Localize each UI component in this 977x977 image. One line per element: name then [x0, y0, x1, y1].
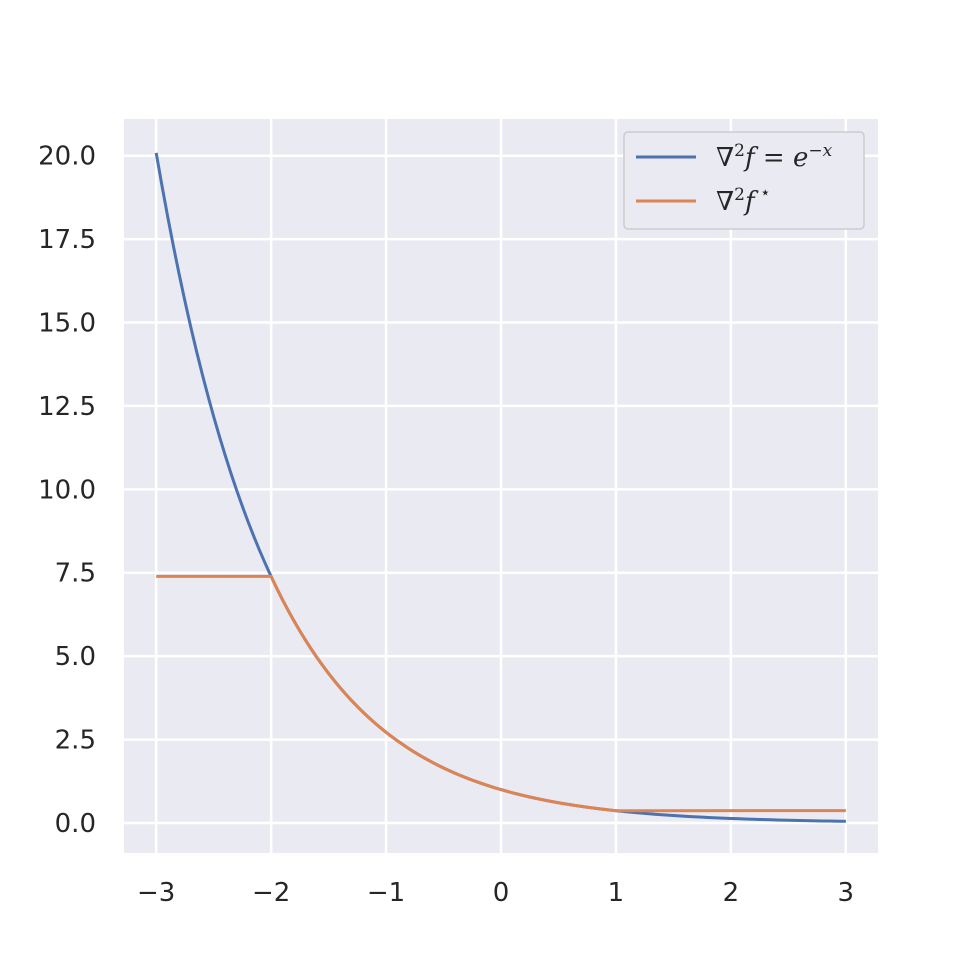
y-tick-label: 20.0	[38, 142, 96, 172]
y-tick-label: 0.0	[55, 809, 96, 839]
y-tick-label: 5.0	[55, 642, 96, 672]
y-tick-label: 15.0	[38, 309, 96, 339]
y-tick-label: 7.5	[55, 559, 96, 589]
x-axis-ticks: −3 −2 −1 0 1 2 3	[137, 878, 854, 908]
y-tick-label: 2.5	[55, 726, 96, 756]
x-tick-label: 2	[723, 878, 740, 908]
y-tick-label: 10.0	[38, 475, 96, 505]
x-tick-label: 0	[493, 878, 510, 908]
x-tick-label: −2	[252, 878, 290, 908]
x-tick-label: 1	[608, 878, 625, 908]
grid-lines	[124, 119, 878, 853]
y-axis-ticks: 0.0 2.5 5.0 7.5 10.0 12.5 15.0 17.5 20.0	[38, 142, 96, 839]
legend: ∇2f = e−x ∇2f ⋆	[623, 131, 865, 230]
x-tick-label: −1	[367, 878, 405, 908]
series-lines	[154, 152, 846, 823]
legend-label-exp: ∇2f = e−x	[716, 141, 833, 173]
x-tick-label: −3	[137, 878, 175, 908]
y-tick-label: 17.5	[38, 225, 96, 255]
y-tick-label: 12.5	[38, 392, 96, 422]
series-line-star	[156, 574, 846, 813]
x-tick-label: 3	[838, 878, 855, 908]
